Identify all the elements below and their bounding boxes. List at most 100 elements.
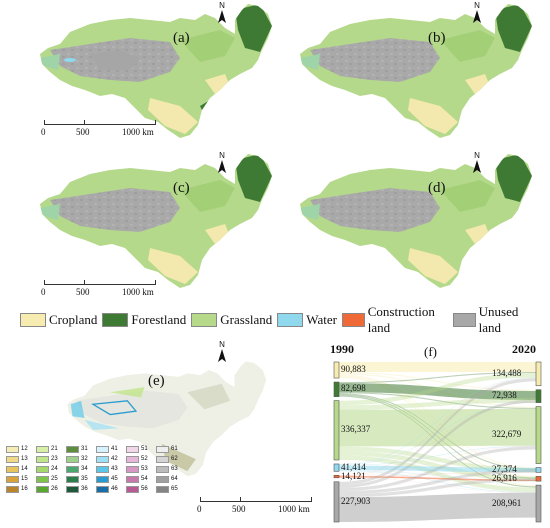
transition-code-label: 62: [171, 456, 178, 462]
north-arrow: N: [470, 2, 484, 24]
sankey-node-right: [535, 467, 542, 473]
sankey-flow: [339, 450, 536, 482]
transition-code-label: 12: [21, 446, 28, 452]
transition-code-item: 52: [126, 455, 156, 463]
sankey-right-value: 72,938: [492, 390, 517, 401]
transition-code-item: 14: [6, 465, 36, 473]
sankey-right-value: 26,916: [492, 472, 517, 483]
north-label: N: [474, 151, 480, 160]
sankey-node-left: [333, 474, 340, 479]
north-label: N: [219, 1, 225, 10]
north-arrow-icon: [218, 10, 226, 23]
sankey-node-right: [535, 361, 542, 387]
transition-code-label: 52: [141, 456, 148, 462]
sankey-flow: [339, 455, 536, 492]
transition-code-label: 16: [21, 486, 28, 492]
transition-code-swatch: [66, 485, 79, 493]
sankey-flow: [339, 377, 536, 465]
sankey-node-left: [333, 463, 340, 472]
sankey-left-value: 90,883: [341, 364, 366, 375]
scale-bar: 0 500 1000 km: [40, 278, 170, 308]
sankey-flow: [339, 469, 536, 495]
transition-code-item: 15: [6, 475, 36, 483]
transition-code-item: 25: [36, 475, 66, 483]
transition-code-swatch: [6, 465, 19, 473]
panel-label: (d): [428, 180, 446, 196]
transition-code-label: 46: [111, 486, 118, 492]
legend-label: Unused land: [478, 304, 519, 335]
sankey-flow: [339, 402, 536, 476]
north-arrow: N: [215, 152, 229, 174]
sankey-flow: [339, 446, 536, 476]
sankey-flow: [339, 477, 536, 493]
panel-label: (e): [148, 373, 165, 389]
map-panel-e: (e) N 0 500 1000 km: [0, 338, 325, 528]
sankey-left-value: 14,121: [341, 471, 366, 482]
transition-code-label: 45: [111, 476, 118, 482]
sankey-flow: [339, 445, 536, 466]
transition-code-swatch: [96, 485, 109, 493]
transition-code-label: 36: [81, 486, 88, 492]
transition-code-label: 51: [141, 446, 148, 452]
transition-code-item: 51: [126, 445, 156, 453]
transition-code-label: 43: [111, 466, 118, 472]
transition-code-swatch: [156, 445, 169, 453]
panel-label: (c): [173, 180, 190, 196]
north-arrow-icon: [218, 349, 226, 362]
sankey-flow: [339, 465, 536, 473]
legend-item-grassland: Grassland: [191, 312, 272, 328]
transition-code-label: 21: [51, 446, 58, 452]
north-arrow: N: [215, 2, 229, 24]
sankey-node-left: [333, 481, 340, 523]
transition-code-item: 42: [96, 455, 126, 463]
transition-code-swatch: [36, 455, 49, 463]
transition-code-swatch: [156, 475, 169, 483]
legend-label: Forestland: [131, 312, 187, 327]
transition-code-label: 53: [141, 466, 148, 472]
sankey-flow: [339, 472, 536, 477]
sankey-left-value: 336,337: [341, 424, 371, 435]
north-label: N: [219, 340, 225, 349]
transition-code-item: 31: [66, 445, 96, 453]
land-use-map: [40, 4, 272, 138]
map-panel-b: (b) N: [280, 0, 550, 150]
transition-code-swatch: [36, 485, 49, 493]
transition-code-label: 64: [171, 476, 178, 482]
land-use-map: [40, 154, 272, 288]
transition-code-label: 34: [81, 466, 88, 472]
land-use-legend: Cropland Forestland Grassland Water Cons…: [20, 304, 540, 335]
transition-code-swatch: [66, 445, 79, 453]
sankey-node-right: [535, 476, 542, 482]
sankey-flow: [339, 373, 536, 406]
sankey-right-year: 2020: [512, 342, 536, 356]
sankey-flow: [339, 378, 536, 485]
sankey-flow: [339, 383, 536, 400]
transition-code-label: 61: [171, 446, 178, 452]
transition-code-item: 46: [96, 485, 126, 493]
sankey-flow: [339, 402, 536, 466]
transition-code-swatch: [66, 475, 79, 483]
north-arrow-icon: [473, 160, 481, 173]
transition-code-item: 16: [6, 485, 36, 493]
transition-code-item: 54: [126, 475, 156, 483]
transition-code-swatch: [126, 465, 139, 473]
scale-bar: 0 500 1000 km: [196, 495, 326, 525]
sankey-left-value: 82,698: [341, 383, 366, 394]
transition-code-item: 36: [66, 485, 96, 493]
transition-code-item: 34: [66, 465, 96, 473]
transition-code-swatch: [126, 455, 139, 463]
transition-code-item: 43: [96, 465, 126, 473]
legend-swatch: [102, 313, 129, 327]
transition-code-item: 21: [36, 445, 66, 453]
transition-code-item: 63: [156, 465, 186, 473]
transition-code-swatch: [6, 475, 19, 483]
legend-item-forestland: Forestland: [102, 312, 186, 328]
transition-code-label: 25: [51, 476, 58, 482]
sankey-right-value: 322,679: [492, 429, 522, 440]
transition-code-swatch: [36, 465, 49, 473]
sankey-node-right: [535, 389, 542, 403]
legend-item-water: Water: [277, 312, 337, 328]
transition-code-item: 13: [6, 455, 36, 463]
sankey-flow: [339, 446, 536, 491]
transition-code-swatch: [66, 465, 79, 473]
